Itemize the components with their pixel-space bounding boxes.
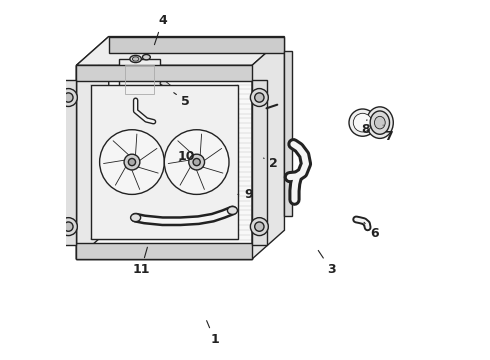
Polygon shape — [76, 37, 109, 259]
Circle shape — [164, 130, 229, 194]
Text: 1: 1 — [207, 321, 219, 346]
Circle shape — [64, 93, 73, 102]
Polygon shape — [76, 243, 252, 259]
Polygon shape — [285, 51, 292, 216]
Ellipse shape — [374, 116, 385, 129]
Text: 2: 2 — [264, 157, 278, 170]
Circle shape — [64, 222, 73, 231]
Circle shape — [255, 222, 264, 231]
Text: 9: 9 — [238, 188, 253, 201]
Circle shape — [349, 109, 376, 136]
Circle shape — [59, 218, 77, 235]
Ellipse shape — [367, 107, 393, 138]
Circle shape — [59, 89, 77, 107]
Ellipse shape — [130, 55, 141, 63]
Text: 10: 10 — [177, 150, 195, 163]
Ellipse shape — [131, 214, 141, 222]
Text: 7: 7 — [383, 125, 393, 144]
Ellipse shape — [227, 207, 238, 215]
Text: 11: 11 — [132, 247, 150, 276]
Polygon shape — [91, 85, 238, 239]
Polygon shape — [76, 65, 252, 81]
Text: 5: 5 — [174, 93, 190, 108]
Polygon shape — [119, 59, 160, 100]
Circle shape — [255, 93, 264, 102]
Ellipse shape — [132, 57, 139, 61]
Polygon shape — [109, 37, 285, 53]
Polygon shape — [252, 37, 285, 259]
Text: 8: 8 — [361, 120, 369, 136]
Polygon shape — [76, 37, 285, 65]
Circle shape — [99, 130, 164, 194]
Ellipse shape — [370, 111, 390, 134]
Polygon shape — [160, 80, 190, 108]
Polygon shape — [252, 80, 267, 244]
Circle shape — [250, 218, 269, 235]
Circle shape — [128, 158, 136, 166]
Text: 4: 4 — [154, 14, 167, 45]
Polygon shape — [76, 65, 252, 259]
Circle shape — [193, 158, 200, 166]
Circle shape — [250, 89, 269, 107]
Circle shape — [124, 154, 140, 170]
Ellipse shape — [143, 54, 150, 60]
Polygon shape — [95, 65, 117, 80]
Circle shape — [189, 154, 204, 170]
Text: 3: 3 — [318, 251, 335, 276]
Circle shape — [353, 113, 372, 132]
Text: 6: 6 — [364, 222, 378, 240]
Polygon shape — [60, 80, 76, 244]
